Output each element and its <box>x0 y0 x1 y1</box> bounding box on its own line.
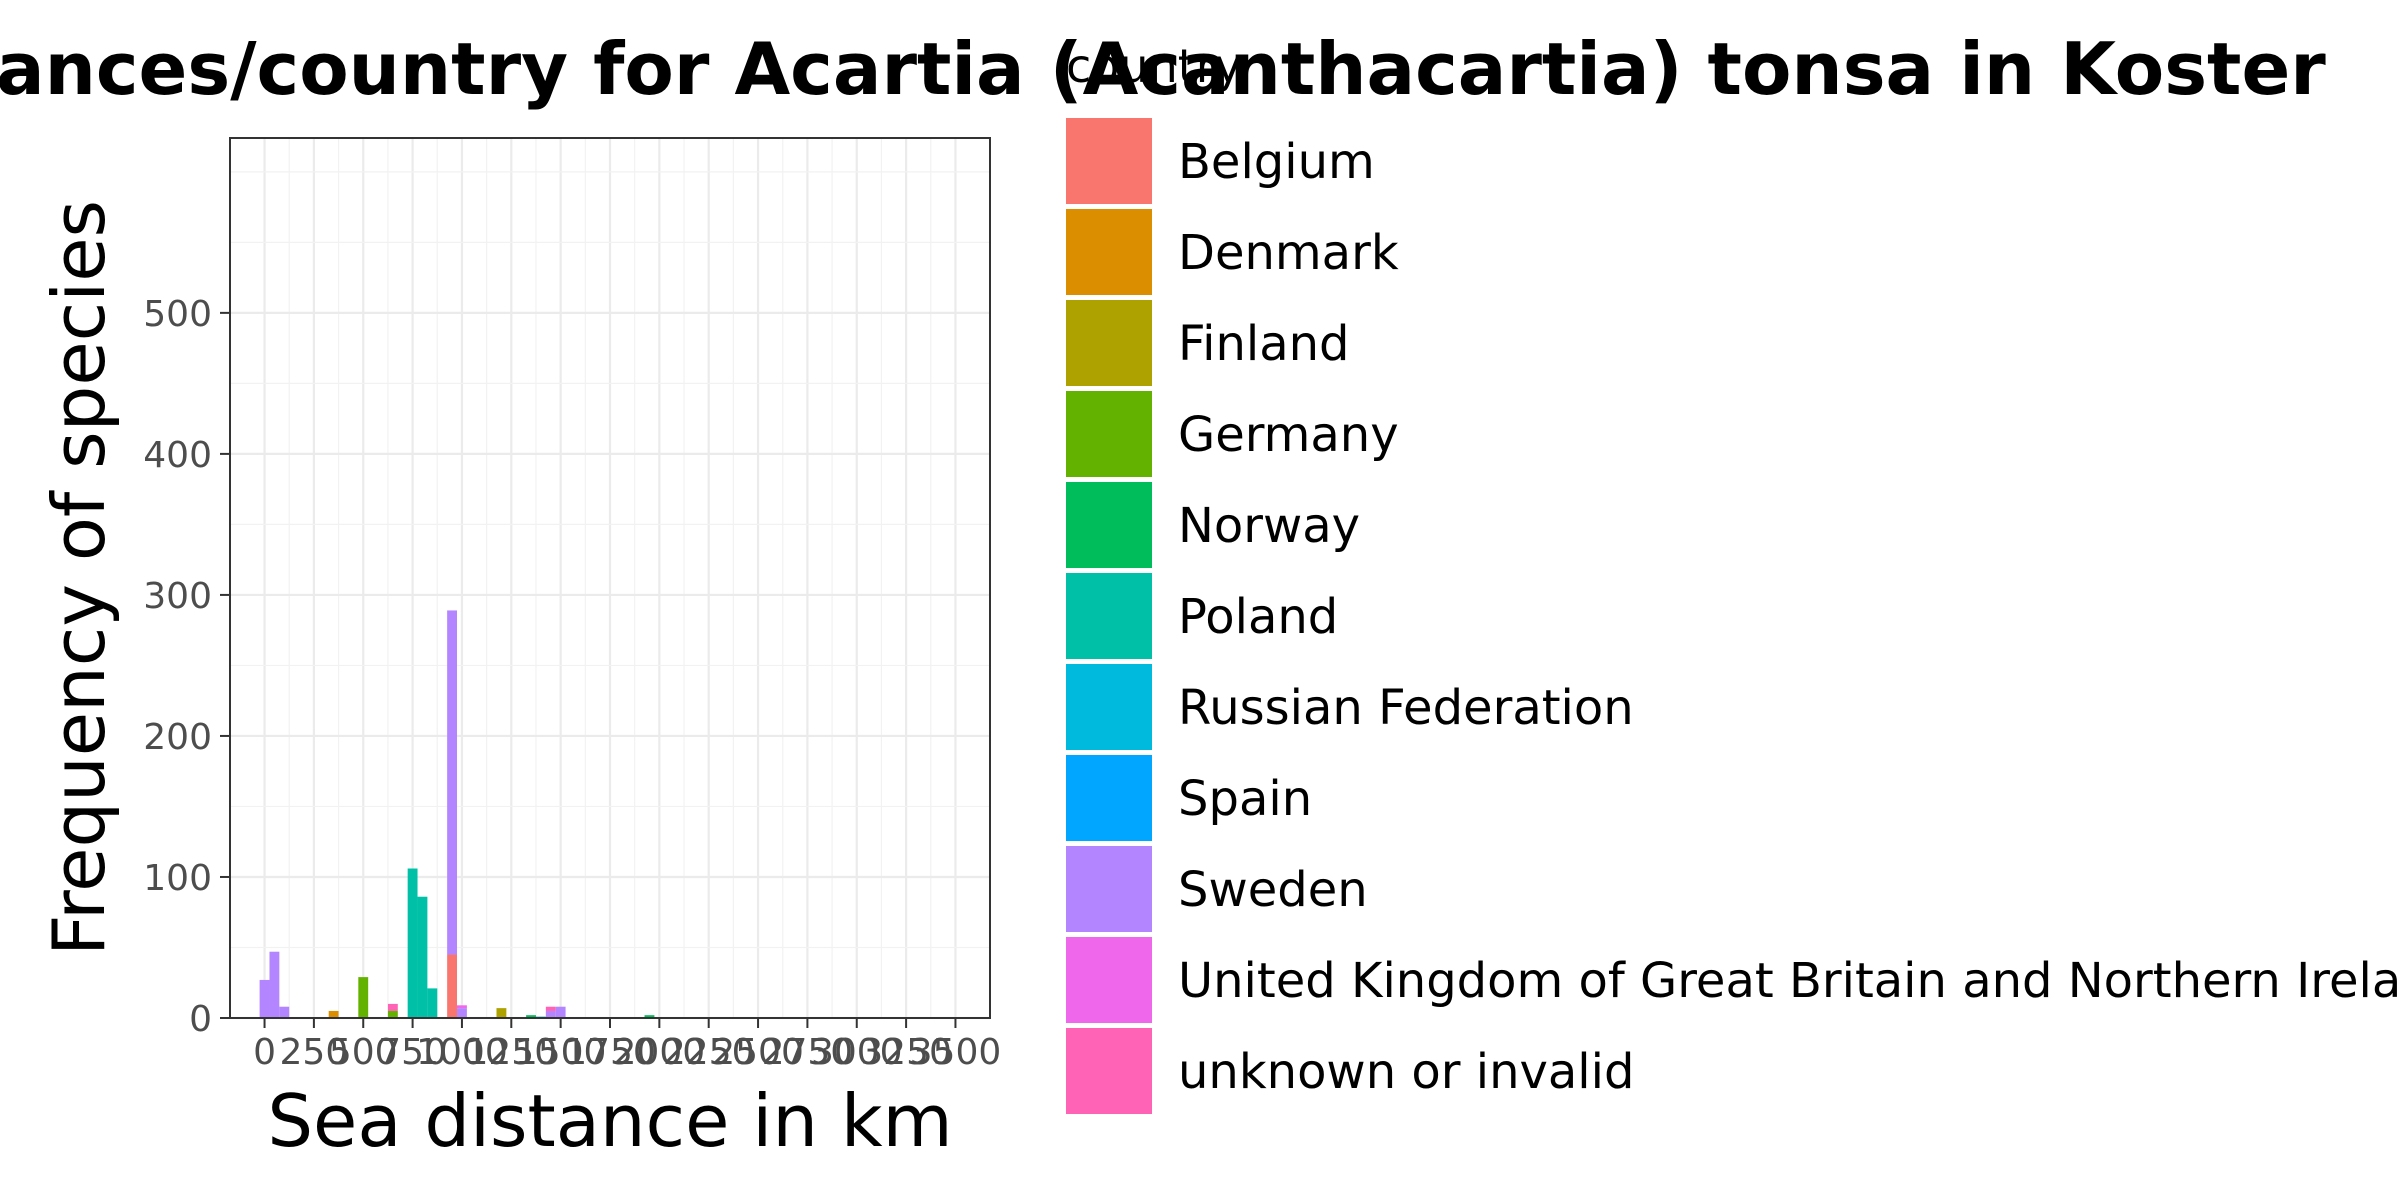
bar-finland <box>496 1008 507 1018</box>
bar-sweden <box>269 951 280 1018</box>
x-tick-label: 1750 <box>564 1032 656 1073</box>
bar-norway <box>644 1015 655 1018</box>
legend-key <box>1066 664 1152 750</box>
x-axis-title: Sea distance in km <box>267 1079 952 1163</box>
legend-key <box>1066 1028 1152 1114</box>
bar-poland <box>407 868 418 1018</box>
x-tick-label: 2500 <box>712 1032 804 1073</box>
gridlines <box>230 138 990 1020</box>
chart-title: ances/country for Acartia (Acanthacartia… <box>0 27 2326 111</box>
legend-label: Belgium <box>1178 134 1375 190</box>
y-axis: 0 100 200 300 400 500 <box>143 294 230 1040</box>
legend-key <box>1066 118 1152 204</box>
x-axis: 0 250500750100012501500175020002250250027… <box>253 1018 1001 1073</box>
bar-denmark <box>328 1010 339 1018</box>
x-tick-label: 2000 <box>614 1032 706 1073</box>
legend-key <box>1066 300 1152 386</box>
bar-sweden <box>259 979 270 1018</box>
legend-key <box>1066 846 1152 932</box>
x-tick-label: 1500 <box>515 1032 607 1073</box>
bar-sweden <box>457 1008 467 1018</box>
legend-label: Russian Federation <box>1178 680 1634 736</box>
bar-germany <box>387 1010 398 1018</box>
bar-sweden <box>545 1010 556 1018</box>
legend-label: Sweden <box>1178 862 1368 918</box>
legend-key <box>1066 209 1152 295</box>
legend-label: Norway <box>1178 498 1360 554</box>
bar-norway <box>526 1015 536 1018</box>
legend-key <box>1066 937 1152 1023</box>
bar-unknown-or-invalid <box>545 1006 556 1011</box>
legend-label: Spain <box>1178 771 1312 827</box>
x-tick-label: 3000 <box>811 1032 903 1073</box>
legend-label: Finland <box>1178 316 1350 372</box>
x-tick-label: 2750 <box>762 1032 854 1073</box>
y-tick-label: 200 <box>143 717 212 758</box>
legend-label: Germany <box>1178 407 1399 463</box>
bar-germany <box>358 977 369 1018</box>
bar-sweden <box>279 1006 290 1018</box>
bar-sweden <box>555 1006 566 1018</box>
x-tick-label: 3500 <box>910 1032 1002 1073</box>
legend-label: unknown or invalid <box>1178 1044 1634 1100</box>
bar-poland <box>427 988 438 1018</box>
y-axis-title: Frequency of species <box>37 200 121 956</box>
legend-label: Denmark <box>1178 225 1399 281</box>
bars <box>259 610 655 1018</box>
bar-belgium <box>447 954 458 1018</box>
legend-key <box>1066 482 1152 568</box>
bar-unknown-or-invalid <box>387 1003 398 1011</box>
bar-sweden <box>447 610 458 955</box>
legend: country Belgium Denmark Finland Germany Norw… <box>1066 39 2400 1114</box>
bar-poland <box>417 896 428 1018</box>
x-tick-label: 500 <box>329 1032 398 1073</box>
y-tick-label: 500 <box>143 294 212 335</box>
x-tick-label: 2250 <box>663 1032 755 1073</box>
x-tick-label: 3250 <box>860 1032 952 1073</box>
x-tick-label: 1000 <box>416 1032 508 1073</box>
legend-label: United Kingdom of Great Britain and Nort… <box>1178 953 2400 1009</box>
legend-key <box>1066 391 1152 477</box>
x-tick-label: 250 <box>280 1032 349 1073</box>
legend-key <box>1066 755 1152 841</box>
x-tick-label: 0 <box>253 1032 276 1073</box>
y-tick-label: 400 <box>143 435 212 476</box>
legend-label: Poland <box>1178 589 1338 645</box>
x-tick-label: 1250 <box>465 1032 557 1073</box>
legend-title: country <box>1066 39 1242 93</box>
legend-key <box>1066 573 1152 659</box>
x-tick-label: 750 <box>378 1032 447 1073</box>
y-tick-label: 300 <box>143 576 212 617</box>
y-tick-label: 0 <box>189 999 212 1040</box>
y-tick-label: 100 <box>143 858 212 899</box>
bar-united-kingdom-of-great-britain-and-northern-ireland <box>457 1005 467 1009</box>
